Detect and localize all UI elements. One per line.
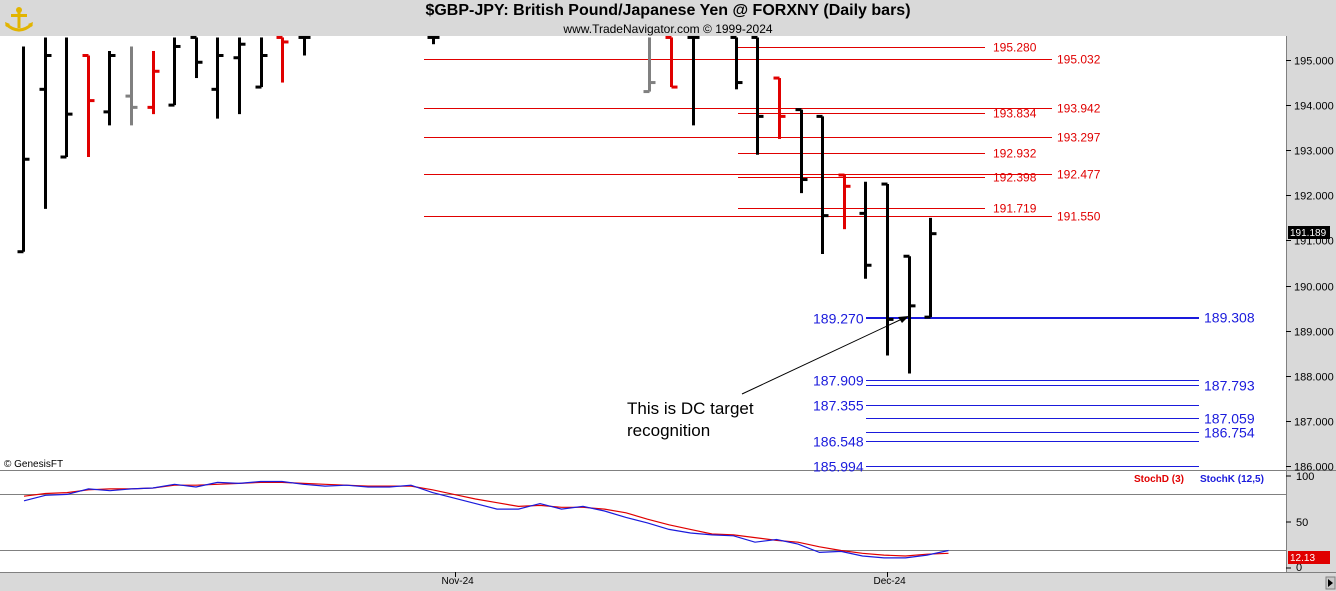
legend-stochk: StochK (12,5) [1200,474,1264,485]
price-tick-label-8: 187.000 [1294,417,1334,429]
copyright-label: © GenesisFT [4,459,63,470]
x-tick-label-1: Dec-24 [874,576,907,587]
red-level-label-6: 192.477 [1057,168,1101,182]
price-tick-label-2: 193.000 [1294,146,1334,158]
red-level-label-0: 195.280 [993,41,1037,55]
price-tick-label-3: 192.000 [1294,191,1334,203]
annotation-line2: recognition [627,421,710,440]
chart-title: $GBP-JPY: British Pound/Japanese Yen @ F… [425,2,911,19]
blue-level-label-2: 187.909 [813,373,864,389]
last-price-label: 191.189 [1290,228,1327,239]
scroll-right-icon [1328,579,1333,587]
price-tick-label-6: 189.000 [1294,327,1334,339]
red-level-label-7: 192.398 [993,171,1037,185]
x-tick-label-0: Nov-24 [442,576,475,587]
stoch-series-1 [23,480,949,559]
stoch-tick-label-2: 0 [1296,562,1302,574]
last-stoch-label: 12.13 [1290,553,1315,564]
red-level-label-3: 193.834 [993,107,1037,121]
price-tick-label-5: 190.000 [1294,282,1334,294]
stoch-tick-label-0: 100 [1296,471,1314,483]
price-tick-label-9: 186.000 [1294,462,1334,474]
red-level-label-4: 193.297 [1057,131,1101,145]
red-level-label-5: 192.932 [993,147,1037,161]
red-level-label-1: 195.032 [1057,53,1101,67]
red-level-label-2: 193.942 [1057,102,1101,116]
red-level-label-8: 191.719 [993,202,1037,216]
trade-navigator-logo-icon [2,2,36,36]
blue-level-label-7: 186.548 [813,434,864,450]
annotation-line1: This is DC target [627,399,754,418]
blue-level-label-0: 189.270 [813,311,864,327]
blue-level-label-8: 185.994 [813,459,864,475]
blue-level-label-5: 187.059 [1204,411,1255,427]
price-tick-label-1: 194.000 [1294,101,1334,113]
last-stoch-badge [1288,551,1330,564]
chart-subtitle: www.TradeNavigator.com © 1999-2024 [563,22,773,36]
blue-level-label-1: 189.308 [1204,310,1255,326]
blue-level-label-4: 187.355 [813,398,864,414]
red-level-label-9: 191.550 [1057,210,1101,224]
stoch-tick-label-1: 50 [1296,517,1308,529]
blue-level-label-3: 187.793 [1204,378,1255,394]
last-price-badge [1288,226,1330,239]
annotation-arrowhead [898,316,909,323]
annotation-arrow-line [741,318,903,395]
price-tick-label-7: 188.000 [1294,372,1334,384]
legend-stochd: StochD (3) [1134,474,1184,485]
blue-level-label-6: 186.754 [1204,425,1255,441]
price-tick-label-0: 195.000 [1294,56,1334,68]
